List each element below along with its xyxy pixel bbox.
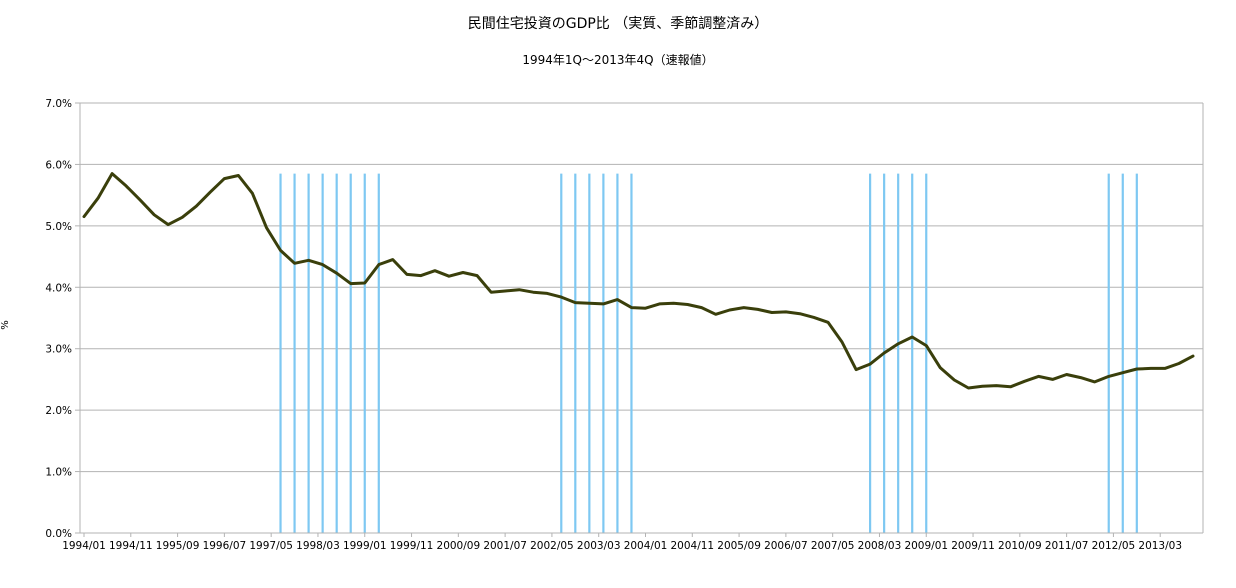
x-tick-label: 1999/11 <box>390 540 434 552</box>
y-tick-label: 7.0% <box>45 98 72 110</box>
x-tick-label: 1994/11 <box>109 540 153 552</box>
x-tick-label: 1996/07 <box>203 540 247 552</box>
x-tick-label: 2008/03 <box>858 540 902 552</box>
x-tick-label: 1999/01 <box>343 540 387 552</box>
x-tick-label: 2007/05 <box>811 540 855 552</box>
chart-title: 民間住宅投資のGDP比 （実質、季節調整済み） <box>467 16 769 32</box>
y-tick-label: 3.0% <box>45 344 72 356</box>
y-tick-label: 6.0% <box>45 159 72 171</box>
y-tick-label: 5.0% <box>45 221 72 233</box>
series-line <box>82 172 1195 390</box>
x-tick-label: 2000/09 <box>437 540 481 552</box>
x-tick-label: 1997/05 <box>249 540 293 552</box>
x-tick-label: 2013/03 <box>1138 540 1182 552</box>
x-tick-label: 2001/07 <box>483 540 527 552</box>
x-tick-label: 2004/11 <box>670 540 714 552</box>
x-tick-label: 1998/03 <box>296 540 340 552</box>
x-tick-label: 2012/05 <box>1092 540 1136 552</box>
y-tick-label: 0.0% <box>45 528 72 540</box>
x-tick-label: 2009/01 <box>904 540 948 552</box>
y-tick-label: 2.0% <box>45 405 72 417</box>
x-tick-label: 1995/09 <box>156 540 200 552</box>
x-tick-label: 2003/03 <box>577 540 621 552</box>
y-tick-label: 1.0% <box>45 467 72 479</box>
x-tick-label: 2006/07 <box>764 540 808 552</box>
x-tick-label: 2011/07 <box>1045 540 1089 552</box>
x-tick-label: 2010/09 <box>998 540 1042 552</box>
chart-subtitle: 1994年1Q～2013年4Q（速報値） <box>522 53 714 67</box>
x-tick-label: 2002/05 <box>530 540 574 552</box>
x-tick-label: 2005/09 <box>717 540 761 552</box>
x-tick-label: 2004/01 <box>624 540 668 552</box>
x-tick-label: 2009/11 <box>951 540 995 552</box>
x-tick-label: 1994/01 <box>62 540 106 552</box>
y-tick-label: 4.0% <box>45 282 72 294</box>
